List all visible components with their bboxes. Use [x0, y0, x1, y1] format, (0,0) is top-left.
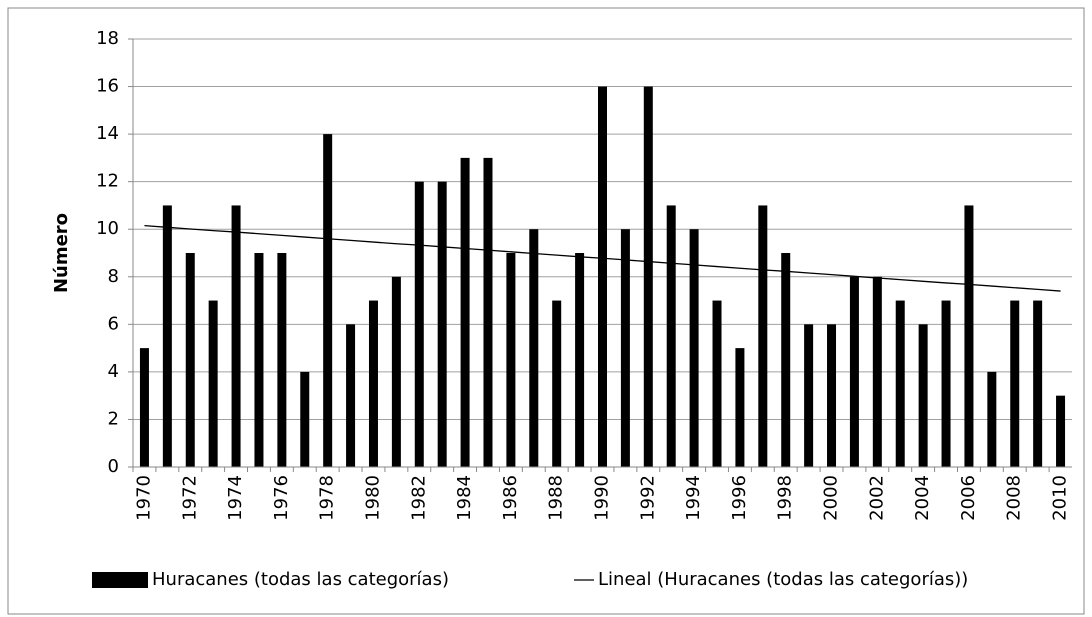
x-tick-label: 1972 — [179, 475, 200, 521]
y-tick-label: 16 — [96, 76, 119, 97]
bar — [895, 300, 905, 467]
bar — [460, 157, 470, 467]
bar — [391, 276, 401, 467]
bar — [483, 157, 493, 467]
bar — [712, 300, 722, 467]
bar — [254, 253, 264, 467]
x-tick-label: 2010 — [1050, 475, 1071, 521]
legend-label: Lineal (Huracanes (todas las categorías)… — [598, 569, 968, 590]
bar — [277, 253, 287, 467]
x-tick-label: 2004 — [912, 475, 933, 521]
bar — [346, 324, 356, 467]
bar — [231, 205, 241, 467]
y-tick-label: 4 — [108, 361, 119, 382]
bar — [1056, 395, 1066, 467]
bar — [781, 253, 791, 467]
x-tick-label: 1986 — [500, 475, 521, 521]
x-tick-label: 2002 — [866, 475, 887, 521]
bar — [689, 229, 699, 467]
bar — [643, 86, 653, 468]
x-tick-label: 1974 — [225, 475, 246, 521]
bar — [964, 205, 974, 467]
bar — [827, 324, 837, 467]
x-tick-label: 1984 — [454, 475, 475, 521]
bar — [506, 253, 516, 467]
bar — [872, 276, 882, 467]
x-tick-label: 1976 — [271, 475, 292, 521]
y-tick-label: 10 — [96, 218, 119, 239]
bar — [575, 253, 585, 467]
x-tick-label: 1970 — [133, 475, 154, 521]
bar — [735, 348, 745, 467]
bar — [598, 86, 607, 468]
y-tick-label: 14 — [96, 123, 119, 144]
x-tick-label: 1980 — [362, 475, 383, 521]
x-tick-label: 2008 — [1004, 475, 1025, 521]
x-tick-label: 1998 — [775, 475, 796, 521]
x-tick-label: 2006 — [958, 475, 979, 521]
y-tick-label: 18 — [96, 28, 119, 49]
y-tick-label: 6 — [108, 313, 119, 334]
bar — [208, 300, 218, 467]
bar — [437, 181, 447, 467]
bar — [804, 324, 814, 467]
bar — [987, 371, 997, 467]
bar — [185, 253, 195, 467]
bar — [666, 205, 676, 467]
y-tick-label: 2 — [108, 408, 119, 429]
bar — [758, 205, 768, 467]
bar — [1033, 300, 1043, 467]
x-tick-label: 2000 — [821, 475, 842, 521]
x-tick-label: 1992 — [637, 475, 658, 521]
x-tick-label: 1988 — [546, 475, 567, 521]
bar — [941, 300, 951, 467]
legend-label: Huracanes (todas las categorías) — [152, 569, 449, 590]
bar — [849, 276, 859, 467]
bar — [300, 371, 310, 467]
bar — [552, 300, 562, 467]
x-tick-label: 1990 — [592, 475, 613, 521]
x-tick-label: 1994 — [683, 475, 704, 521]
bar — [323, 134, 333, 467]
bar — [162, 205, 172, 467]
trend-line — [144, 225, 1061, 292]
y-tick-label: 8 — [108, 266, 119, 287]
bar — [529, 229, 539, 467]
y-tick-label: 12 — [96, 171, 119, 192]
x-tick-label: 1982 — [408, 475, 429, 521]
y-axis-label: Número — [51, 213, 72, 293]
x-tick-label: 1978 — [317, 475, 338, 521]
y-tick-label: 0 — [108, 456, 119, 477]
bar — [918, 324, 928, 467]
bar — [1010, 300, 1020, 467]
x-tick-label: 1996 — [729, 475, 750, 521]
legend-swatch — [92, 572, 148, 588]
bar — [414, 181, 424, 467]
bar — [368, 300, 378, 467]
bar — [620, 229, 630, 467]
bar — [139, 348, 149, 467]
